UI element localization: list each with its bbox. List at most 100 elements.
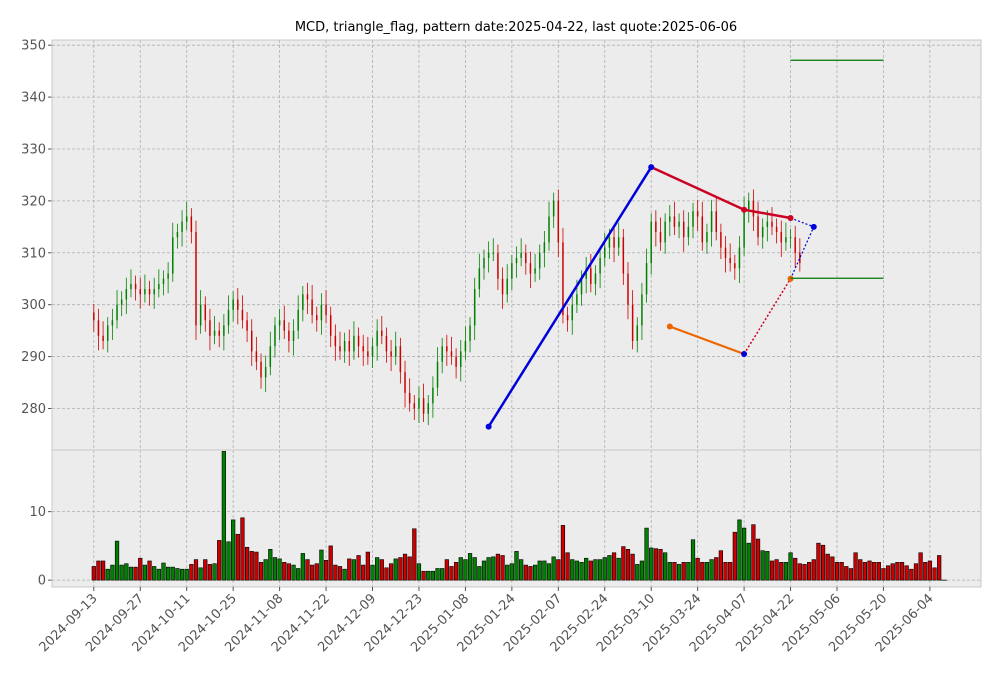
x-axis: 2024-09-132024-09-272024-10-112024-10-25… (37, 587, 937, 655)
volume-bar (430, 570, 436, 581)
volume-bar (635, 564, 640, 581)
price-tick-label: 290 (21, 350, 46, 365)
candle-body (473, 289, 476, 326)
volume-bar (528, 566, 533, 581)
candle-body (650, 221, 652, 264)
candle-body (757, 216, 759, 238)
chart-title: MCD, triangle_flag, pattern date:2025-04… (295, 20, 737, 35)
candle-body (288, 330, 290, 342)
candle-body (343, 341, 346, 352)
volume-bar (927, 560, 933, 581)
candle-body (446, 346, 448, 352)
candle-body (557, 200, 560, 243)
volume-bar (147, 560, 152, 581)
volume-bar (695, 557, 700, 581)
candle-body (613, 237, 615, 248)
volume-bar (277, 558, 282, 581)
volume-bar (616, 557, 621, 581)
volume-bar (681, 562, 686, 581)
candle-body (250, 330, 253, 352)
candle-body (125, 289, 128, 300)
candle-body (436, 361, 439, 388)
volume-bar (342, 568, 347, 581)
candle-body (185, 216, 188, 222)
volume-bar (769, 560, 775, 581)
volume-tick-label: 10 (29, 505, 46, 520)
candle-body (622, 237, 625, 274)
volume-bar (807, 562, 812, 581)
pattern-point (741, 350, 748, 357)
volume-bar (658, 549, 663, 581)
candle-body (617, 237, 620, 248)
pattern-point (648, 164, 655, 171)
volume-bar (565, 552, 570, 581)
volume-bar (621, 546, 626, 581)
pattern-overlay (485, 59, 884, 430)
volume-bar (91, 566, 96, 581)
candle-body (260, 361, 262, 378)
volume-bar (649, 547, 654, 581)
volume-bar (532, 564, 538, 581)
volume-bar (142, 564, 148, 581)
candle-body (385, 335, 388, 352)
volume-bar (876, 562, 881, 581)
candle-body (706, 232, 708, 243)
volume-bar (825, 553, 830, 581)
volume-bar (166, 566, 171, 581)
volume-bar (779, 562, 784, 581)
volume-bar (217, 540, 222, 581)
volume-bar (839, 562, 844, 581)
price-candles (93, 189, 801, 426)
candle-body (669, 216, 671, 222)
volume-bar (783, 562, 789, 581)
candle-body (246, 320, 248, 331)
candle-body (543, 242, 546, 253)
candle-body (734, 263, 736, 269)
candle-body (311, 299, 313, 316)
volume-bar (393, 558, 398, 581)
volume-tick-label: 0 (38, 574, 46, 589)
candle-body (715, 211, 717, 233)
volume-bar (667, 562, 672, 581)
volume-bar (937, 555, 942, 581)
candle-body (316, 315, 318, 321)
candle-body (325, 304, 327, 316)
candle-body (594, 273, 597, 284)
candle-body (548, 216, 550, 243)
volume-bar (454, 562, 459, 581)
volume-bar (175, 568, 180, 581)
volume-bar (328, 545, 333, 581)
volume-bar (133, 566, 138, 581)
candle-body (204, 304, 207, 321)
candle-body (116, 304, 118, 321)
volume-bar (254, 551, 259, 581)
volume-bar (310, 564, 315, 581)
volume-bar (584, 557, 589, 581)
candle-body (678, 221, 680, 227)
candle-body (283, 320, 285, 331)
candle-body (766, 221, 769, 227)
volume-bar (793, 557, 798, 581)
candle-body (729, 257, 731, 264)
volume-bar (579, 562, 584, 581)
candle-body (162, 278, 165, 284)
volume-bar (226, 541, 231, 581)
candle-body (139, 289, 142, 295)
candle-body (511, 263, 513, 279)
candle-body (209, 320, 211, 336)
price-panel: 280 290 300 310 320 330 340 350 (21, 39, 982, 451)
volume-grid (52, 450, 981, 587)
volume-bar (105, 568, 110, 581)
candle-body (274, 325, 276, 347)
volume-bar (231, 519, 236, 581)
volume-bar (161, 562, 166, 581)
pattern-point (741, 206, 748, 213)
volume-bar (519, 559, 524, 581)
candle-body (339, 346, 341, 352)
volume-bars (91, 451, 947, 581)
candle-body (134, 283, 137, 290)
candle-body (255, 351, 258, 362)
candle-body (93, 312, 95, 321)
volume-bar (179, 568, 185, 581)
candle-body (167, 273, 169, 279)
